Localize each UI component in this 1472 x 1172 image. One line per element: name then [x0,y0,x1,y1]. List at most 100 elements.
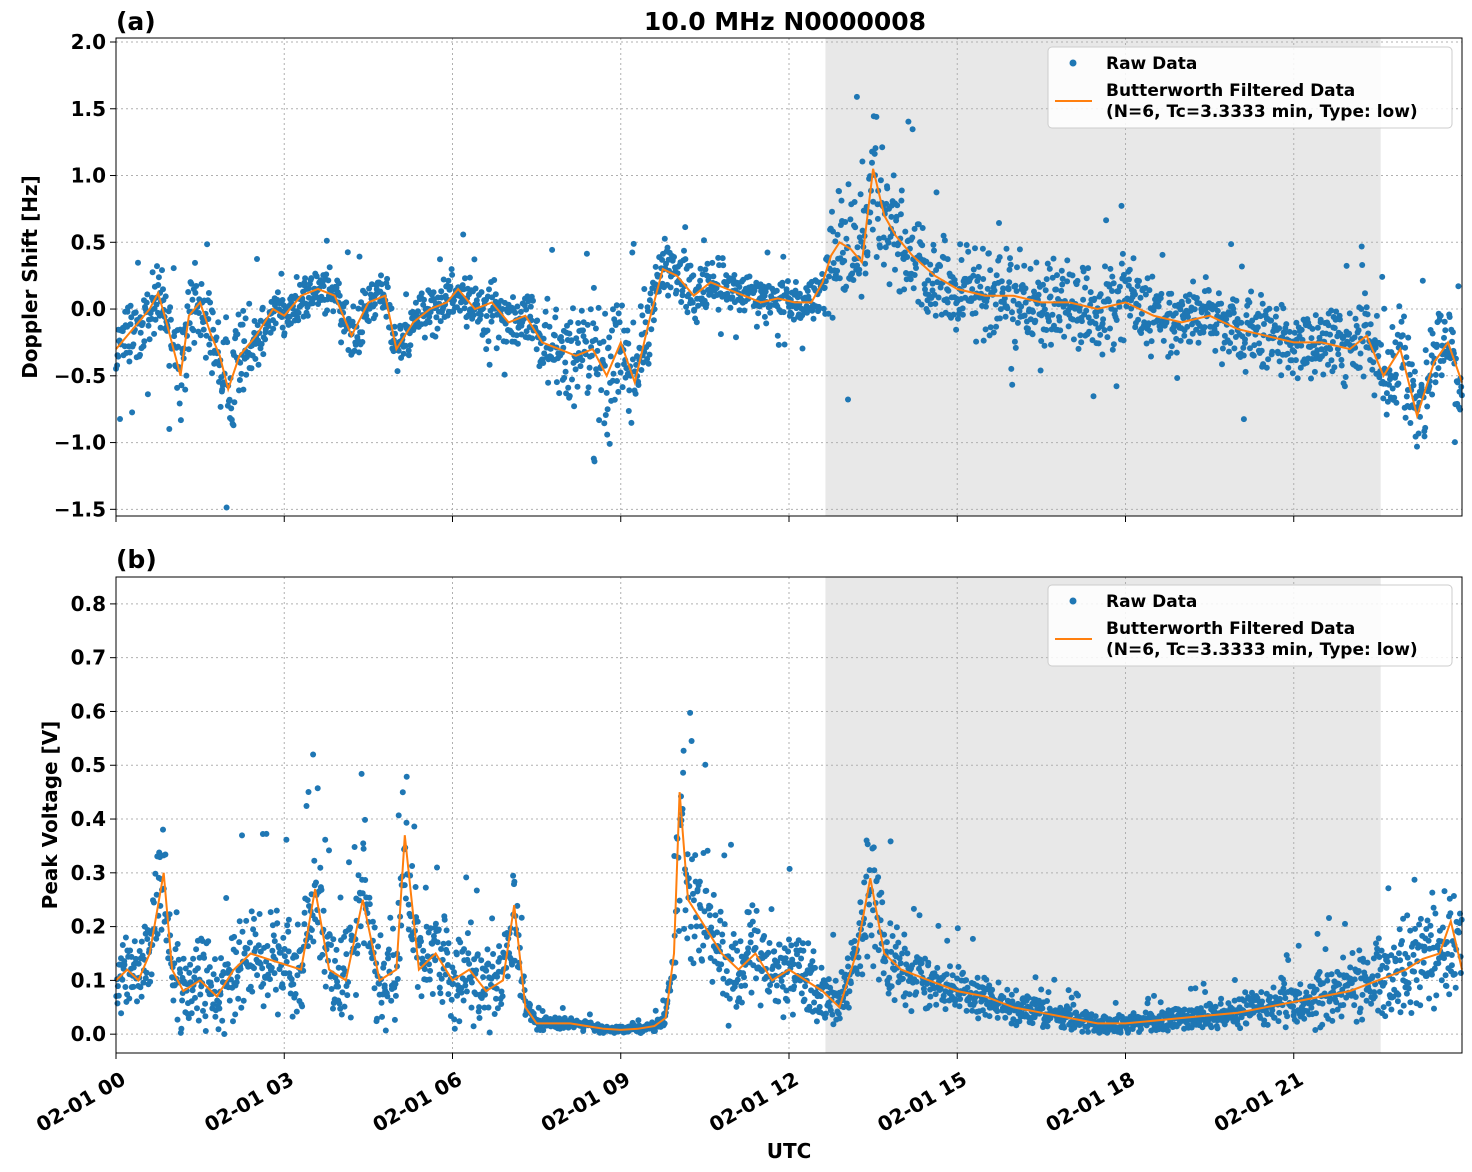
raw-data-point [1413,977,1420,984]
raw-data-point [1240,416,1247,423]
raw-data-point [927,993,934,1000]
raw-data-point [1399,332,1406,339]
raw-data-point [392,992,399,999]
raw-data-point [552,314,559,321]
raw-data-point [681,247,687,254]
raw-data-point [699,957,706,964]
raw-data-point [1090,393,1097,400]
raw-data-point [1428,971,1435,978]
raw-data-point [347,924,354,931]
raw-data-point [474,301,481,308]
raw-data-point [193,283,200,289]
raw-data-point [1363,304,1370,311]
raw-data-point [1195,339,1202,346]
raw-data-point [504,973,511,980]
raw-data-point [276,944,282,951]
raw-data-point [185,346,192,353]
raw-data-point [703,933,710,940]
raw-data-point [918,969,925,976]
raw-data-point [556,390,563,397]
raw-data-point [279,297,286,303]
y-tick-label: 1.0 [71,164,106,188]
raw-data-point [1013,288,1020,294]
raw-data-point [354,950,361,957]
raw-data-point [1041,306,1048,313]
raw-data-point [1408,1010,1415,1016]
raw-data-point [188,1010,195,1017]
raw-data-point [283,958,290,965]
raw-data-point [1422,347,1429,354]
raw-data-point [1422,424,1429,431]
raw-data-point [995,979,1002,986]
raw-data-point [1241,997,1248,1004]
raw-data-point [1381,980,1388,986]
raw-data-point [799,940,806,947]
raw-data-point [1085,314,1092,321]
raw-data-point [619,384,626,391]
raw-data-point [913,978,920,985]
raw-data-point [518,914,525,921]
raw-data-point [741,974,747,981]
raw-data-point [918,960,925,967]
raw-data-point [641,286,648,292]
raw-data-point [748,931,755,938]
raw-data-point [991,287,998,294]
raw-data-point [267,909,274,916]
raw-data-point [715,306,722,313]
raw-data-point [1394,998,1401,1005]
raw-data-point [441,916,448,923]
raw-data-point [1043,327,1050,333]
raw-data-point [223,895,230,901]
raw-data-point [236,939,243,946]
raw-data-point [1362,290,1368,297]
raw-data-point [845,1004,852,1011]
raw-data-point [960,969,966,976]
raw-data-point [894,251,901,258]
raw-data-point [830,931,837,938]
raw-data-point [1168,290,1175,297]
raw-data-point [578,307,585,314]
raw-data-point [477,311,484,318]
raw-data-point [244,945,251,952]
raw-data-point [483,346,490,353]
raw-data-point [774,332,781,339]
raw-data-point [1272,313,1279,320]
raw-data-point [285,916,292,923]
raw-data-point [232,1011,239,1018]
raw-data-point [1037,367,1044,374]
raw-data-point [1281,980,1288,987]
raw-data-point [604,406,611,413]
raw-data-point [580,333,587,340]
raw-data-point [755,310,762,317]
raw-data-point [127,302,134,309]
raw-data-point [1393,399,1400,406]
raw-data-point [445,277,452,284]
raw-data-point [1025,994,1032,1001]
raw-data-point [438,946,445,952]
raw-data-point [1451,971,1458,977]
raw-data-point [719,938,726,945]
raw-data-point [1282,1024,1289,1031]
raw-data-point [1432,379,1439,386]
raw-data-point [676,897,683,904]
raw-data-point [1363,997,1370,1004]
raw-data-point [1355,968,1362,974]
raw-data-point [1275,1018,1282,1025]
raw-data-point [637,303,644,310]
raw-data-point [1065,323,1072,330]
raw-data-point [1038,338,1045,344]
raw-data-point [749,918,756,925]
raw-data-point [575,340,581,346]
raw-data-point [1123,303,1130,310]
raw-data-point [466,960,473,967]
raw-data-point [1429,330,1436,337]
raw-data-point [511,878,518,885]
raw-data-point [868,932,875,939]
raw-data-point [1419,277,1426,284]
raw-data-point [305,943,311,950]
raw-data-point [192,994,198,1001]
raw-data-point [1383,964,1390,971]
raw-data-point [358,299,365,306]
raw-data-point [1016,246,1023,253]
raw-data-point [553,379,560,386]
